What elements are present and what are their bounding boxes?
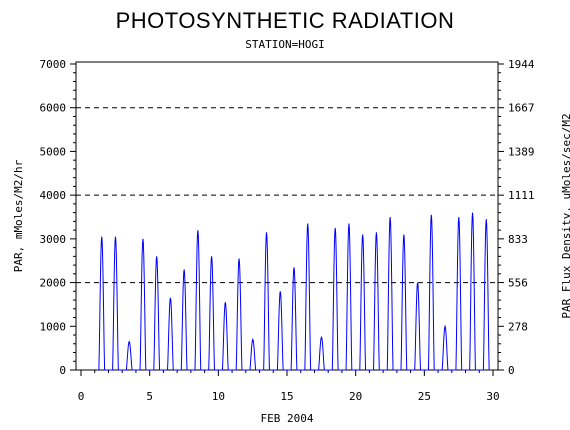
y-tick-label: 2000 bbox=[40, 277, 67, 290]
y2-tick-label: 1944 bbox=[508, 58, 535, 71]
chart-subtitle: STATION=HOGI bbox=[245, 38, 324, 51]
y-axis-right: 0 278 556 833 1111 1389 1667 1944 bbox=[498, 58, 535, 377]
y2-tick-label: 833 bbox=[508, 233, 528, 246]
y-tick-label: 4000 bbox=[40, 189, 67, 202]
reference-lines bbox=[76, 107, 498, 284]
chart-title: PHOTOSYNTHETIC RADIATION bbox=[116, 8, 455, 33]
x-tick-label: 20 bbox=[349, 390, 362, 403]
y-axis-left: 0 1000 2000 3000 4000 5000 6000 7000 bbox=[40, 58, 76, 377]
x-tick-label: 10 bbox=[212, 390, 225, 403]
y2-tick-label: 0 bbox=[508, 364, 515, 377]
y2-tick-label: 1111 bbox=[508, 189, 535, 202]
x-tick-label: 0 bbox=[78, 390, 85, 403]
y-tick-label: 6000 bbox=[40, 102, 67, 115]
y2-tick-label: 1667 bbox=[508, 102, 535, 115]
x-axis: 0 5 10 15 20 25 30 bbox=[78, 370, 500, 403]
y-tick-label: 1000 bbox=[40, 320, 67, 333]
x-tick-label: 15 bbox=[280, 390, 293, 403]
x-axis-label: FEB 2004 bbox=[261, 412, 314, 425]
x-tick-label: 5 bbox=[146, 390, 153, 403]
y2-tick-label: 1389 bbox=[508, 145, 535, 158]
x-tick-label: 30 bbox=[486, 390, 499, 403]
x-tick-label: 25 bbox=[418, 390, 431, 403]
y2-axis-label: PAR Flux Density, uMoles/sec/M2 bbox=[560, 113, 570, 318]
y2-tick-label: 556 bbox=[508, 277, 528, 290]
y-axis-label: PAR, mMoles/M2/hr bbox=[12, 159, 25, 272]
y2-tick-label: 278 bbox=[508, 320, 528, 333]
y-tick-label: 7000 bbox=[40, 58, 67, 71]
y-tick-label: 3000 bbox=[40, 233, 67, 246]
y-tick-label: 0 bbox=[59, 364, 66, 377]
y-tick-label: 5000 bbox=[40, 145, 67, 158]
par-series-line bbox=[97, 212, 491, 371]
